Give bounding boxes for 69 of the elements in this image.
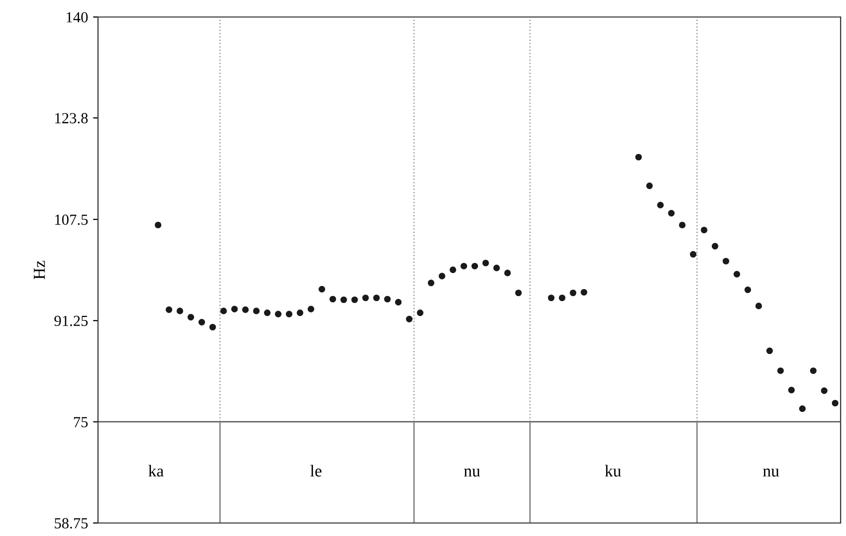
point [318,286,326,292]
point [744,286,752,294]
point [558,294,566,302]
point [635,154,642,160]
y-tick-label: 91.25 [54,316,88,326]
annotation: nu [763,468,780,477]
point [438,272,446,280]
point [777,367,784,374]
point [188,314,194,320]
point [755,302,762,310]
point [788,386,795,394]
point [722,258,730,264]
point [231,306,238,312]
y-tick-label: 58.75 [54,518,88,529]
point [504,270,511,276]
point [395,298,402,306]
point [570,290,576,296]
point [351,296,358,304]
point [678,222,686,228]
point [362,294,369,302]
point [154,222,162,228]
point [799,405,806,412]
y-tick-label: 140 [66,12,88,22]
point [340,296,348,304]
annotation: ka [148,464,164,477]
point [296,310,304,316]
point [209,324,216,330]
point [646,182,653,190]
point [198,318,206,326]
point [220,308,227,314]
annotation: le [310,464,322,477]
point [482,260,489,266]
y-axis-title: Hz [34,260,45,280]
point [471,262,478,270]
y-tick-label: 123.8 [55,113,88,124]
point [450,266,456,274]
point [330,296,336,302]
point [253,308,260,314]
point [700,226,708,234]
point [264,310,271,316]
point [406,316,413,322]
point [690,250,696,258]
point [766,348,773,354]
point [274,310,282,318]
y-tick-label: 107.5 [55,214,88,225]
point [668,210,675,216]
point [286,310,292,318]
point [242,306,249,313]
point [580,288,588,296]
point [176,308,184,314]
point [373,294,380,302]
point [166,306,172,313]
point [416,310,424,316]
point [734,270,740,278]
annotation: ku [604,464,622,477]
point [308,306,314,312]
point [460,262,468,270]
point [515,290,522,296]
point [384,296,391,302]
y-tick-label: 75 [74,417,88,428]
annotation: nu [464,468,480,477]
point [810,367,817,374]
point [428,280,434,286]
point [493,264,500,272]
point [657,202,664,208]
point [548,294,554,302]
point [820,387,828,394]
point [712,242,718,250]
point [832,400,838,406]
